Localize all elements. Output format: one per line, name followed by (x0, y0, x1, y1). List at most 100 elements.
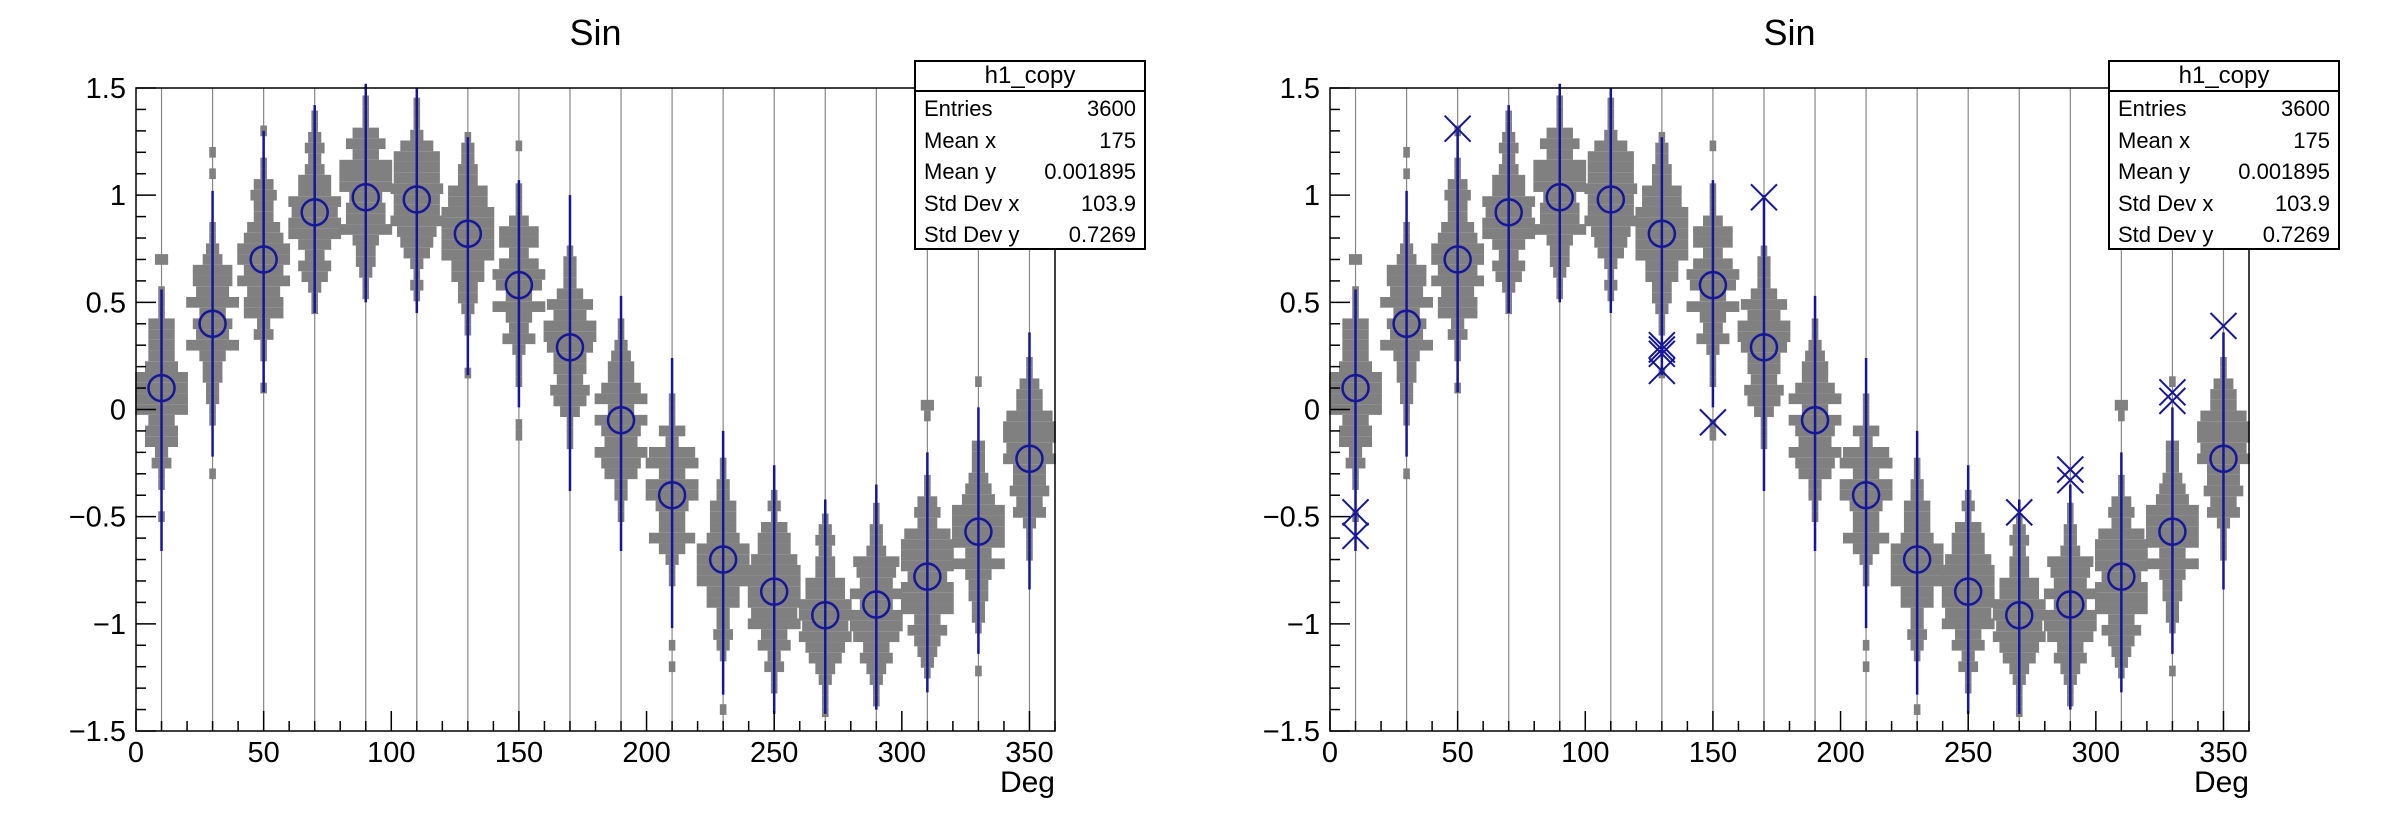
violin-slice (209, 468, 216, 480)
stats-row: Entries 3600 (924, 93, 1136, 125)
x-marker-stroke (2056, 455, 2085, 484)
stats-box-rows: Entries 3600 Mean x 175 Mean y 0.001895 Std De… (916, 92, 1144, 251)
x-marker-stroke (1750, 183, 1778, 212)
y-tick-label: 0.5 (1280, 287, 1320, 319)
x-tick-label: 300 (2072, 737, 2120, 769)
violin-slice (719, 704, 727, 715)
violin-slice (1913, 704, 1921, 715)
violin-slice (1862, 661, 1870, 673)
mean-circle (147, 373, 176, 403)
x-tick-label: 150 (495, 737, 543, 769)
x-marker-stroke (1648, 335, 1676, 364)
mean-circle (708, 545, 738, 574)
outlier-x-marker (1341, 498, 1370, 527)
x-marker-stroke (1443, 115, 1472, 143)
stats-box: h1_copy Entries 3600 Mean x 175 Mean y 0.0018… (2108, 60, 2340, 250)
violin-slice (1709, 419, 1717, 430)
y-tick-label: −1 (1287, 609, 1320, 641)
mean-circle (453, 219, 483, 248)
x-tick-label: 150 (1689, 737, 1737, 769)
mean-circle (351, 183, 380, 212)
mean-circle (1698, 270, 1728, 300)
stats-row: Mean x 175 (924, 125, 1136, 157)
mean-circle (1596, 185, 1626, 214)
outlier-x-marker (1648, 331, 1676, 359)
stats-row-value: 175 (1099, 127, 1136, 153)
stats-row-label: Entries (2118, 96, 2187, 121)
outlier-x-marker (2158, 387, 2187, 415)
axis-labels: 0 50 100 150 200 250 300 350 −1.5 −1 −0.5 0 0.5 1 1.5 D… (69, 73, 1055, 799)
outlier-x-marker (1699, 408, 1727, 437)
stats-row-value: 0.001895 (1044, 159, 1136, 184)
stats-row-label: Mean x (2118, 127, 2191, 153)
outlier-x-marker (2209, 312, 2238, 340)
stats-row-label: Std Dev x (924, 190, 1020, 216)
x-marker-stroke (1648, 331, 1676, 359)
stats-row-label: Mean y (2118, 159, 2191, 184)
violin-slice (2169, 665, 2176, 677)
stats-box: h1_copy Entries 3600 Mean x 175 Mean y 0.0018… (914, 60, 1146, 250)
violin-slice (209, 146, 216, 158)
mean-circle (555, 333, 585, 362)
mean-circle (964, 517, 993, 546)
outlier-x-marker (2056, 455, 2085, 484)
stats-row: Std Dev x 103.9 (2118, 188, 2330, 220)
outlier-x-marker (1443, 115, 1472, 143)
outlier-x-marker (2158, 378, 2187, 407)
outlier-x-marker (2056, 466, 2085, 494)
mean-circle (606, 405, 636, 435)
x-tick-label: 200 (1816, 737, 1864, 769)
y-tick-label: 0 (1304, 395, 1320, 427)
outlier-x-marker (1341, 522, 1370, 550)
x-tick-label: 350 (1005, 737, 1053, 769)
mean-circle (1953, 577, 1983, 606)
y-tick-label: 1 (1304, 180, 1320, 212)
violin-slice (1403, 468, 1410, 480)
stats-row-label: Std Dev x (2118, 190, 2214, 216)
outlier-x-marker (1648, 357, 1676, 385)
outlier-markers (1341, 115, 2238, 550)
violin-plot-left-svg: 0 50 100 150 200 250 300 350 −1.5 −1 −0.5 0 0.5 1 1.5 D… (69, 73, 1056, 799)
x-axis-title: Deg (2194, 766, 2249, 799)
mean-circle (402, 185, 432, 214)
axis-ticks (135, 87, 1056, 732)
violin-slice (515, 429, 523, 441)
mean-circle (759, 577, 789, 606)
stats-row-value: 175 (2293, 127, 2330, 153)
violin-slice (2114, 399, 2128, 411)
violin-slice (1348, 254, 1363, 265)
mean-circle (1392, 309, 1421, 339)
mean-circle (1749, 333, 1779, 362)
x-tick-label: 0 (1322, 737, 1338, 769)
violin-slice (209, 168, 216, 180)
x-tick-label: 300 (878, 737, 926, 769)
stats-row: Std Dev x 103.9 (924, 188, 1136, 220)
mean-circle (2056, 590, 2085, 619)
mean-circle (862, 590, 891, 619)
x-axis-title: Deg (1000, 766, 1055, 799)
y-tick-label: 1.5 (1280, 73, 1320, 105)
x-tick-label: 100 (367, 737, 415, 769)
y-tick-label: 1.5 (86, 73, 126, 105)
x-tick-label: 250 (1944, 737, 1992, 769)
mean-circle (811, 601, 840, 630)
mean-circle (1800, 405, 1830, 435)
x-tick-label: 0 (128, 737, 144, 769)
violin-slice (1403, 146, 1410, 158)
stats-row: Std Dev y 0.7269 (2118, 219, 2330, 251)
stats-row-value: 103.9 (2274, 190, 2330, 216)
x-tick-label: 250 (750, 737, 798, 769)
x-tick-label: 200 (622, 737, 670, 769)
stats-row: Mean y 0.001895 (924, 156, 1136, 188)
violin-plot-right-svg: 0 50 100 150 200 250 300 350 −1.5 −1 −0.5 0 0.5 1 1.5 D… (1263, 73, 2250, 799)
x-marker-stroke (2158, 387, 2187, 415)
mean-circle (198, 309, 227, 339)
violin-slice (515, 140, 523, 152)
violin-slice (920, 399, 934, 411)
mean-circle (1494, 198, 1523, 227)
stats-row-value: 103.9 (1080, 190, 1136, 216)
y-tick-label: −0.5 (1263, 502, 1320, 534)
mean-circle (1851, 480, 1881, 510)
outlier-x-marker (1648, 335, 1676, 364)
